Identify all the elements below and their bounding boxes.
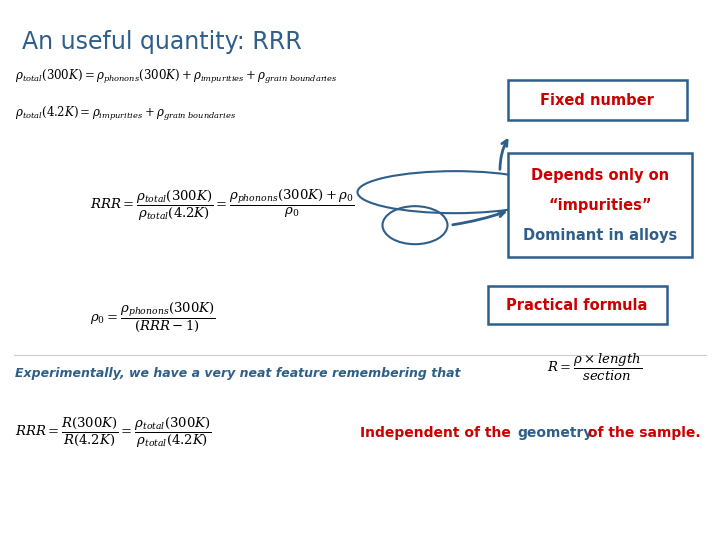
Text: of the sample.: of the sample. — [583, 427, 701, 440]
Text: geometry: geometry — [517, 427, 593, 440]
Text: Dominant in alloys: Dominant in alloys — [523, 228, 677, 242]
Text: Fixed number: Fixed number — [540, 92, 654, 107]
Text: An useful quantity: RRR: An useful quantity: RRR — [22, 30, 302, 54]
Text: Properties II: Thermal & Electrical: Properties II: Thermal & Electrical — [164, 511, 340, 521]
Text: CAS Vacuum 2017 - S.C.: CAS Vacuum 2017 - S.C. — [426, 511, 554, 521]
Text: $R = \dfrac{\rho \times length}{section}$: $R = \dfrac{\rho \times length}{section}… — [547, 352, 642, 383]
Text: Practical formula: Practical formula — [506, 298, 648, 313]
Text: 19: 19 — [686, 509, 703, 522]
FancyBboxPatch shape — [488, 286, 667, 324]
Text: $RRR = \dfrac{R(300K)}{R(4.2K)} = \dfrac{\rho_{total}(300K)}{\rho_{total}(4.2K)}: $RRR = \dfrac{R(300K)}{R(4.2K)} = \dfrac… — [15, 416, 212, 450]
Text: $\rho_0 = \dfrac{\rho_{phonons}(300K)}{(RRR - 1)}$: $\rho_0 = \dfrac{\rho_{phonons}(300K)}{(… — [90, 300, 216, 334]
FancyBboxPatch shape — [508, 80, 687, 120]
Text: Experimentally, we have a very neat feature remembering that: Experimentally, we have a very neat feat… — [15, 367, 461, 380]
Text: $\rho_{total}(4.2K) = \rho_{impurities} + \rho_{grain\ boundaries}$: $\rho_{total}(4.2K) = \rho_{impurities} … — [15, 105, 236, 123]
Text: Depends only on: Depends only on — [531, 167, 669, 183]
Text: Independent of the: Independent of the — [360, 427, 516, 440]
Text: $RRR = \dfrac{\rho_{total}(300K)}{\rho_{total}(4.2K)} = \dfrac{\rho_{phonons}(30: $RRR = \dfrac{\rho_{total}(300K)}{\rho_{… — [90, 187, 355, 223]
Text: “impurities”: “impurities” — [548, 198, 652, 213]
Text: $\rho_{total}(300K) = \rho_{phonons}(300K) + \rho_{impurities} + \rho_{grain\ bo: $\rho_{total}(300K) = \rho_{phonons}(300… — [15, 68, 338, 86]
FancyBboxPatch shape — [508, 153, 692, 257]
